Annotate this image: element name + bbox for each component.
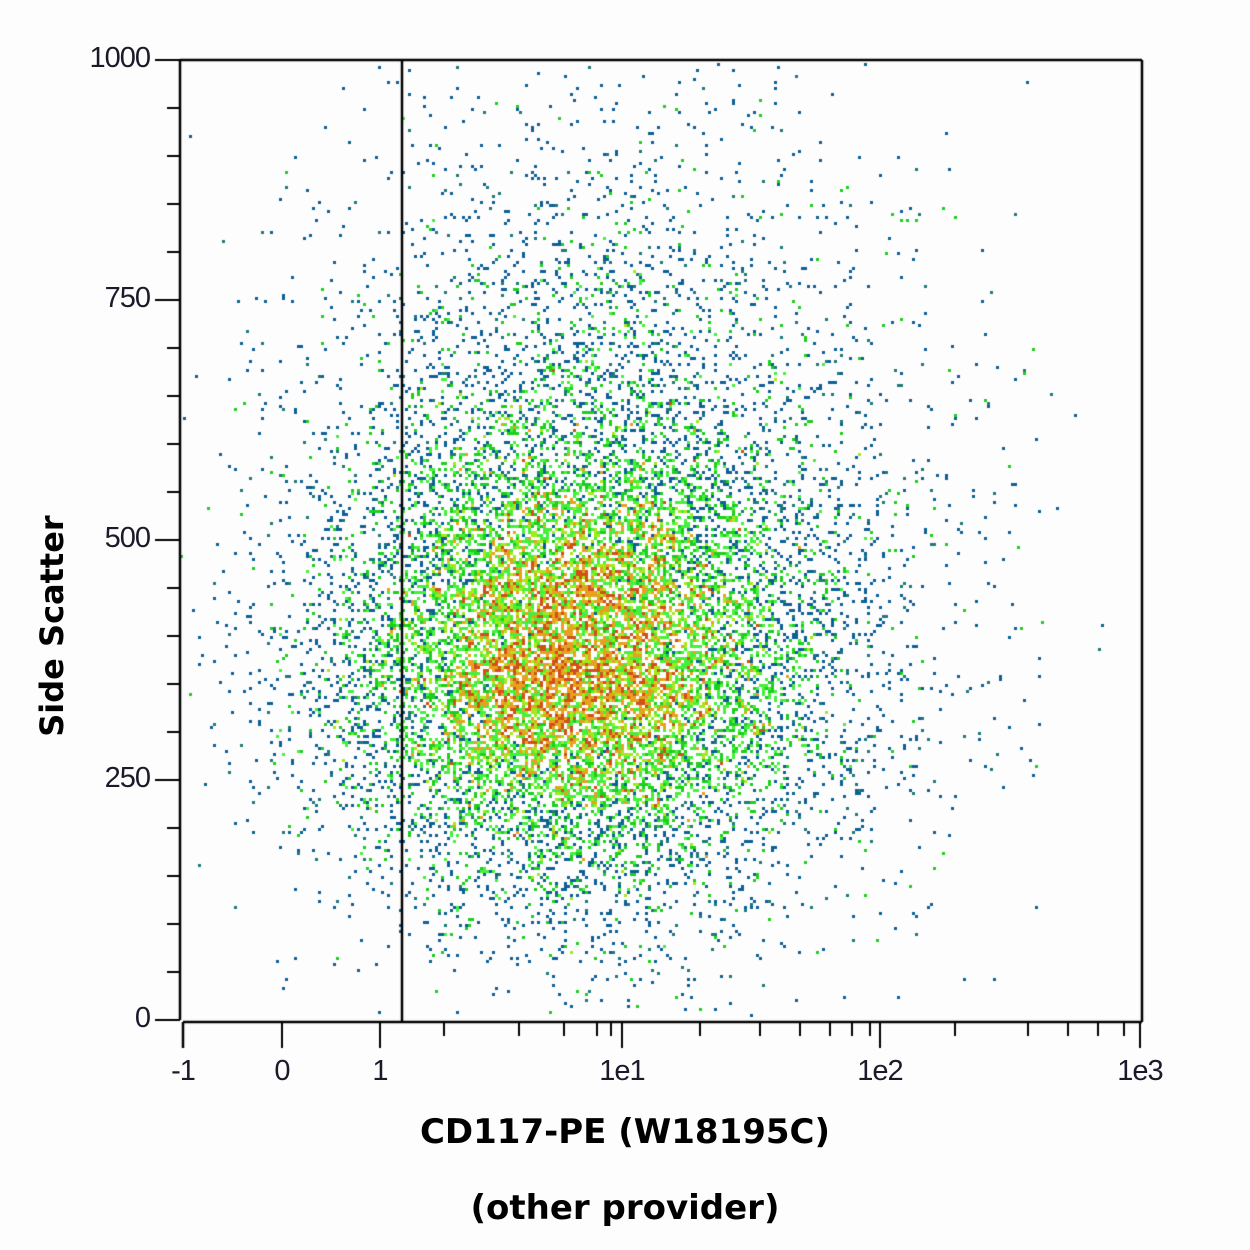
- x-tick-label: -1: [171, 1055, 196, 1087]
- x-tick-label: 1e2: [857, 1055, 903, 1087]
- y-tick-label: 250: [104, 762, 151, 794]
- y-tick-label: 1000: [89, 42, 151, 74]
- x-axis-title: CD117-PE (W18195C): [419, 1112, 831, 1152]
- x-tick-label: 0: [274, 1055, 290, 1087]
- x-axis-subtitle: (other provider): [470, 1188, 780, 1228]
- y-tick-label: 0: [134, 1002, 151, 1034]
- x-tick-label: 1e3: [1117, 1055, 1163, 1087]
- y-tick-label: 500: [104, 522, 151, 554]
- y-tick-label: 750: [104, 282, 151, 314]
- y-axis-title: Side Scatter: [33, 515, 71, 737]
- x-tick-label: 1e1: [599, 1055, 645, 1087]
- x-tick-label: 1: [372, 1055, 388, 1087]
